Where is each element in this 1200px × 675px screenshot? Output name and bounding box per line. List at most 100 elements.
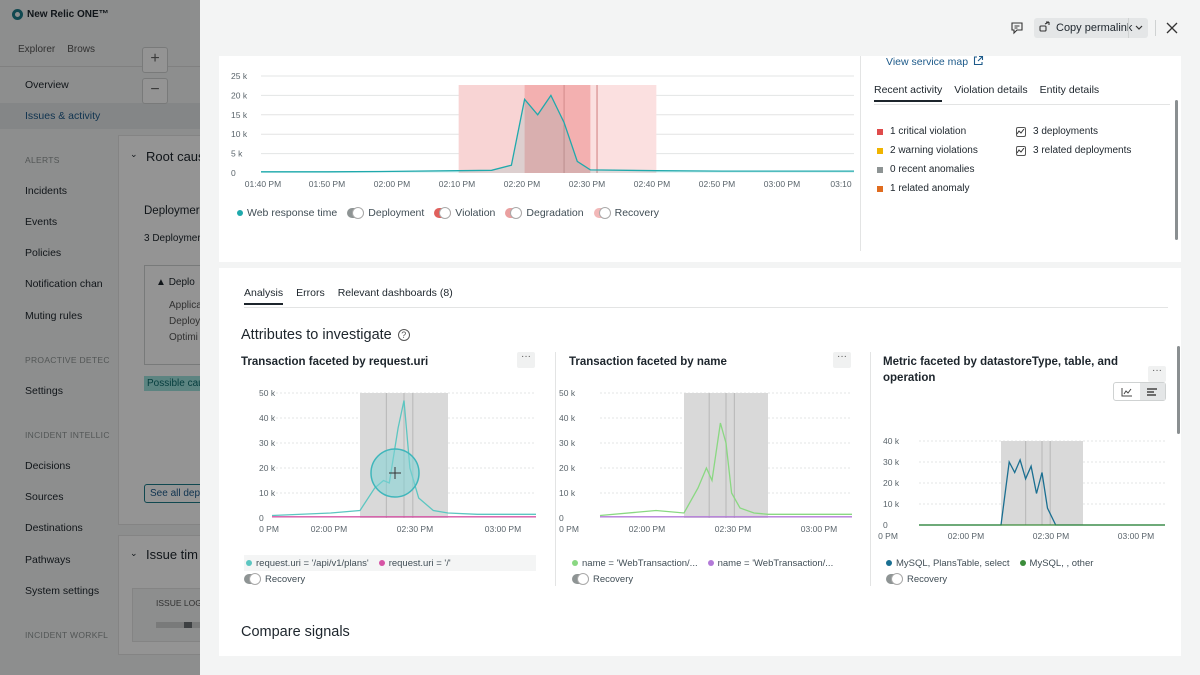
sidebar-item-system-settings[interactable]: System settings xyxy=(25,585,100,597)
status-square xyxy=(877,166,883,173)
tab-violation-details[interactable]: Violation details xyxy=(954,84,1028,96)
logo-icon xyxy=(12,9,23,20)
sidebar-item-pathways[interactable]: Pathways xyxy=(25,554,71,566)
sidebar-item-sources[interactable]: Sources xyxy=(25,491,64,503)
legend-label: name = 'WebTransaction/... xyxy=(582,557,698,569)
more-options-button[interactable]: ··· xyxy=(1148,366,1166,382)
legend-item[interactable]: MySQL, PlansTable, select xyxy=(886,558,1010,569)
related-anomaly-item[interactable]: 1 related anomaly xyxy=(877,179,978,198)
recovery-toggle[interactable] xyxy=(572,573,589,585)
deployment-toggle[interactable] xyxy=(347,207,365,219)
legend-label: request.uri = '/' xyxy=(388,557,451,569)
x-tick-label: 01:40 PM xyxy=(245,179,281,189)
zoom-in-button[interactable]: + xyxy=(142,47,168,73)
x-tick-label: 0 PM xyxy=(259,524,279,534)
sidebar-item-notification[interactable]: Notification chan xyxy=(25,278,103,290)
legend-recovery[interactable]: Recovery xyxy=(244,573,305,585)
legend-item[interactable]: name = 'WebTransaction/... xyxy=(707,558,833,569)
violation-toggle[interactable] xyxy=(434,207,452,219)
tab-explorer[interactable]: Explorer xyxy=(18,44,56,55)
recovery-toggle[interactable] xyxy=(886,573,903,585)
related-deployments-item[interactable]: 3 related deployments xyxy=(1016,141,1131,160)
recovery-toggle[interactable] xyxy=(244,573,261,585)
y-tick-label: 50 k xyxy=(259,388,276,398)
copy-permalink-button[interactable]: Copy permalink xyxy=(1034,18,1148,38)
deploy-box-title: ▲ Deplo xyxy=(156,277,195,288)
sidebar-item-events[interactable]: Events xyxy=(25,216,58,228)
close-icon[interactable] xyxy=(1162,18,1182,38)
chevron-down-icon[interactable]: ⌄ xyxy=(130,149,138,159)
legend-item[interactable]: request.uri = '/api/v1/plans' xyxy=(246,558,369,569)
transaction-name-chart[interactable]: 50 k 40 k 30 k 20 k 10 k 00 PM 02:00 PM 02:30 P… xyxy=(547,380,867,550)
sidebar-item-destinations[interactable]: Destinations xyxy=(25,522,83,534)
item-label: 3 related deployments xyxy=(1033,145,1132,156)
datastore-chart[interactable]: 40 k 30 k 20 k 10 k 00 PM 02:00 PM 02:30 PM 03:… xyxy=(863,423,1181,550)
x-tick-label: 03:00 PM xyxy=(801,524,837,534)
see-all-deployments-button[interactable]: See all depl xyxy=(144,484,209,503)
warning-violation-item[interactable]: 2 warning violations xyxy=(877,141,978,160)
facet-title: Transaction faceted by request.uri xyxy=(241,356,429,368)
legend-degradation[interactable]: Degradation xyxy=(505,207,584,219)
x-tick-label: 01:50 PM xyxy=(309,179,345,189)
legend-deployment[interactable]: Deployment xyxy=(347,207,424,219)
help-icon[interactable]: ? xyxy=(397,329,410,341)
legend-recovery[interactable]: Recovery xyxy=(886,573,947,585)
divider xyxy=(1155,20,1156,36)
sidebar-item-overview[interactable]: Overview xyxy=(25,79,69,91)
facet-datastore: Metric faceted by datastoreType, table, … xyxy=(883,352,1175,588)
y-tick-label: 30 k xyxy=(259,438,276,448)
sidebar-item-issues[interactable]: Issues & activity xyxy=(25,110,101,122)
sidebar-item-incidents[interactable]: Incidents xyxy=(25,185,68,197)
sidebar-item-decisions[interactable]: Decisions xyxy=(25,460,71,472)
legend-label: request.uri = '/api/v1/plans' xyxy=(256,557,369,569)
legend-item[interactable]: name = 'WebTransaction/... xyxy=(572,558,698,569)
y-tick-label: 10 k xyxy=(259,488,276,498)
chevron-down-icon[interactable]: ⌄ xyxy=(130,548,138,558)
legend-item[interactable]: request.uri = '/' xyxy=(378,557,451,569)
x-tick-label: 02:00 PM xyxy=(311,524,347,534)
line-chart-icon[interactable] xyxy=(1114,383,1140,400)
chevron-down-icon[interactable] xyxy=(1128,18,1148,38)
zoom-out-button[interactable]: − xyxy=(142,78,168,104)
degradation-toggle[interactable] xyxy=(505,207,523,219)
sidebar-item-settings[interactable]: Settings xyxy=(25,385,63,397)
recovery-toggle[interactable] xyxy=(593,207,611,219)
x-tick-label: 03:00 PM xyxy=(764,179,800,189)
activity-summary-list: 1 critical violation 2 warning violation… xyxy=(877,122,978,198)
legend-recovery[interactable]: Recovery xyxy=(593,207,659,219)
legend-item[interactable]: MySQL, , other xyxy=(1019,557,1094,569)
legend-violation[interactable]: Violation xyxy=(434,207,495,219)
bar-chart-icon[interactable] xyxy=(1139,383,1165,400)
critical-violation-item[interactable]: 1 critical violation xyxy=(877,122,978,141)
crosshair-icon xyxy=(389,467,401,479)
sidebar-item-policies[interactable]: Policies xyxy=(25,247,62,259)
tab-recent-activity[interactable]: Recent activity xyxy=(874,84,943,102)
chart-type-toggle xyxy=(1113,382,1166,401)
section-proactive: PROACTIVE DETEC xyxy=(25,355,110,365)
tab-errors[interactable]: Errors xyxy=(296,287,325,299)
activity-scrollbar[interactable] xyxy=(1175,100,1178,240)
series-line xyxy=(919,457,1165,526)
recent-anomalies-item[interactable]: 0 recent anomalies xyxy=(877,160,978,179)
web-response-chart[interactable]: 25 k 20 k 15 k 10 k 5 k 0 01:40 PM 01:50 PM 02:0… xyxy=(219,56,859,262)
legend-label: MySQL, , other xyxy=(1029,557,1094,569)
more-options-button[interactable]: ··· xyxy=(517,352,535,368)
series-dot xyxy=(1019,560,1026,566)
x-tick-label: 02:30 PM xyxy=(569,179,605,189)
issue-log-bar xyxy=(156,622,200,628)
legend-web-response[interactable]: Web response time xyxy=(237,207,337,219)
x-tick-label: 03:00 PM xyxy=(485,524,521,534)
request-uri-chart[interactable]: 50 k 40 k 30 k 20 k 10 k 00 PM 02:00 PM 02:30 P… xyxy=(219,380,549,550)
feedback-icon[interactable] xyxy=(1007,18,1027,38)
tab-relevant-dashboards[interactable]: Relevant dashboards (8) xyxy=(337,287,453,299)
tab-entity-details[interactable]: Entity details xyxy=(1039,84,1100,96)
legend-recovery[interactable]: Recovery xyxy=(572,573,633,585)
more-options-button[interactable]: ··· xyxy=(833,352,851,368)
view-service-map-link[interactable]: View service map xyxy=(886,55,984,69)
new-relic-logo[interactable]: New Relic ONE™ xyxy=(12,9,109,20)
tab-analysis[interactable]: Analysis xyxy=(244,287,284,305)
panel-scrollbar[interactable] xyxy=(1177,346,1180,434)
sidebar-item-muting[interactable]: Muting rules xyxy=(25,310,83,322)
tab-browse[interactable]: Brows xyxy=(67,44,96,55)
deployments-item[interactable]: 3 deployments xyxy=(1016,122,1131,141)
